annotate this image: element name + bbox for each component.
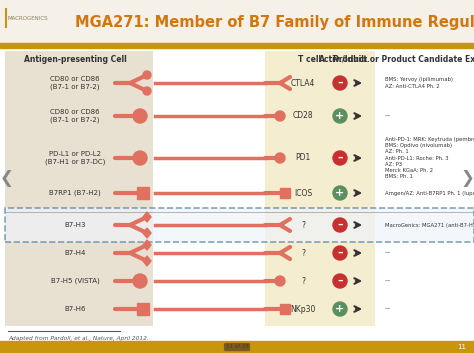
Circle shape bbox=[333, 186, 347, 200]
Text: –: – bbox=[337, 78, 343, 88]
Circle shape bbox=[275, 111, 285, 121]
Text: –: – bbox=[337, 153, 343, 163]
Text: —: — bbox=[385, 251, 390, 256]
Text: ❯: ❯ bbox=[460, 169, 474, 187]
Text: Antigen-presenting Cell: Antigen-presenting Cell bbox=[24, 55, 127, 64]
Text: –: – bbox=[337, 276, 343, 286]
Text: —: — bbox=[385, 114, 390, 119]
Text: Amgen/AZ: Anti-B7RP1 Ph. 1 (lupus): Amgen/AZ: Anti-B7RP1 Ph. 1 (lupus) bbox=[385, 191, 474, 196]
Text: BMS: Yervoy (ipilimumab)
AZ: Anti-CTLA4 Ph. 2: BMS: Yervoy (ipilimumab) AZ: Anti-CTLA4 … bbox=[385, 77, 453, 89]
Bar bbox=[5, 51, 153, 326]
Text: B7RP1 (B7-H2): B7RP1 (B7-H2) bbox=[49, 190, 101, 196]
Text: –: – bbox=[337, 248, 343, 258]
Text: ?: ? bbox=[301, 249, 305, 257]
Polygon shape bbox=[143, 212, 151, 222]
Text: 11 of 28: 11 of 28 bbox=[226, 345, 248, 349]
Bar bbox=[5, 208, 474, 242]
Bar bbox=[0, 341, 474, 353]
Text: ?: ? bbox=[301, 221, 305, 229]
Bar bbox=[280, 188, 290, 198]
Text: CD28: CD28 bbox=[292, 112, 313, 120]
Circle shape bbox=[275, 276, 285, 286]
Text: B7-H5 (VISTA): B7-H5 (VISTA) bbox=[51, 278, 100, 284]
Text: MACROGENICS: MACROGENICS bbox=[8, 16, 49, 20]
Text: —: — bbox=[385, 306, 390, 311]
Text: +: + bbox=[336, 188, 345, 198]
Text: ❮: ❮ bbox=[0, 169, 14, 187]
Text: –: – bbox=[337, 220, 343, 230]
Text: +: + bbox=[336, 304, 345, 314]
Circle shape bbox=[333, 302, 347, 316]
Circle shape bbox=[143, 71, 151, 79]
Text: NKp30: NKp30 bbox=[290, 305, 316, 313]
Circle shape bbox=[275, 153, 285, 163]
Text: B7-H3: B7-H3 bbox=[64, 222, 86, 228]
Bar bbox=[265, 51, 375, 326]
Text: PD1: PD1 bbox=[295, 154, 310, 162]
Text: Activ./Inhib.: Activ./Inhib. bbox=[319, 55, 371, 64]
Text: ?: ? bbox=[301, 276, 305, 286]
Bar bbox=[280, 304, 290, 314]
Circle shape bbox=[333, 76, 347, 90]
Text: ICOS: ICOS bbox=[294, 189, 312, 197]
Circle shape bbox=[143, 87, 151, 95]
Text: T cell: T cell bbox=[299, 55, 321, 64]
Polygon shape bbox=[143, 228, 151, 238]
Circle shape bbox=[333, 246, 347, 260]
Text: +: + bbox=[336, 111, 345, 121]
Text: CTLA4: CTLA4 bbox=[291, 78, 315, 88]
Circle shape bbox=[333, 218, 347, 232]
Text: Adapted from Pardoll, et al., Nature, April 2012.: Adapted from Pardoll, et al., Nature, Ap… bbox=[8, 336, 149, 341]
Circle shape bbox=[333, 274, 347, 288]
Polygon shape bbox=[143, 240, 151, 250]
Text: B7-H6: B7-H6 bbox=[64, 306, 86, 312]
Text: CD80 or CD86
(B7-1 or B7-2): CD80 or CD86 (B7-1 or B7-2) bbox=[50, 109, 100, 123]
Bar bbox=[0, 0, 474, 43]
Text: CD80 or CD86
(B7-1 or B7-2): CD80 or CD86 (B7-1 or B7-2) bbox=[50, 76, 100, 90]
Circle shape bbox=[133, 274, 147, 288]
Text: MGA271: Member of B7 Family of Immune Regulators: MGA271: Member of B7 Family of Immune Re… bbox=[75, 16, 474, 30]
Text: B7-H4: B7-H4 bbox=[64, 250, 86, 256]
Text: Anti-PD-1: MRK: Keytruda (pembrolizumab)
BMS: Opdivo (nivolumab)
AZ: Ph. 1
Anti-: Anti-PD-1: MRK: Keytruda (pembrolizumab)… bbox=[385, 137, 474, 179]
Circle shape bbox=[133, 109, 147, 123]
Circle shape bbox=[333, 151, 347, 165]
Bar bbox=[137, 187, 149, 199]
Text: PD-L1 or PD-L2
(B7-H1 or B7-DC): PD-L1 or PD-L2 (B7-H1 or B7-DC) bbox=[45, 151, 105, 165]
Circle shape bbox=[133, 151, 147, 165]
Bar bbox=[137, 303, 149, 315]
Bar bbox=[0, 43, 474, 48]
Text: MacroGenics: MGA271 (anti-B7-H3) Ph. 1: MacroGenics: MGA271 (anti-B7-H3) Ph. 1 bbox=[385, 222, 474, 227]
Text: —: — bbox=[385, 279, 390, 283]
Text: Product or Product Candidate Examples: Product or Product Candidate Examples bbox=[333, 55, 474, 64]
Text: 11: 11 bbox=[457, 344, 466, 350]
Circle shape bbox=[333, 109, 347, 123]
Polygon shape bbox=[143, 256, 151, 266]
